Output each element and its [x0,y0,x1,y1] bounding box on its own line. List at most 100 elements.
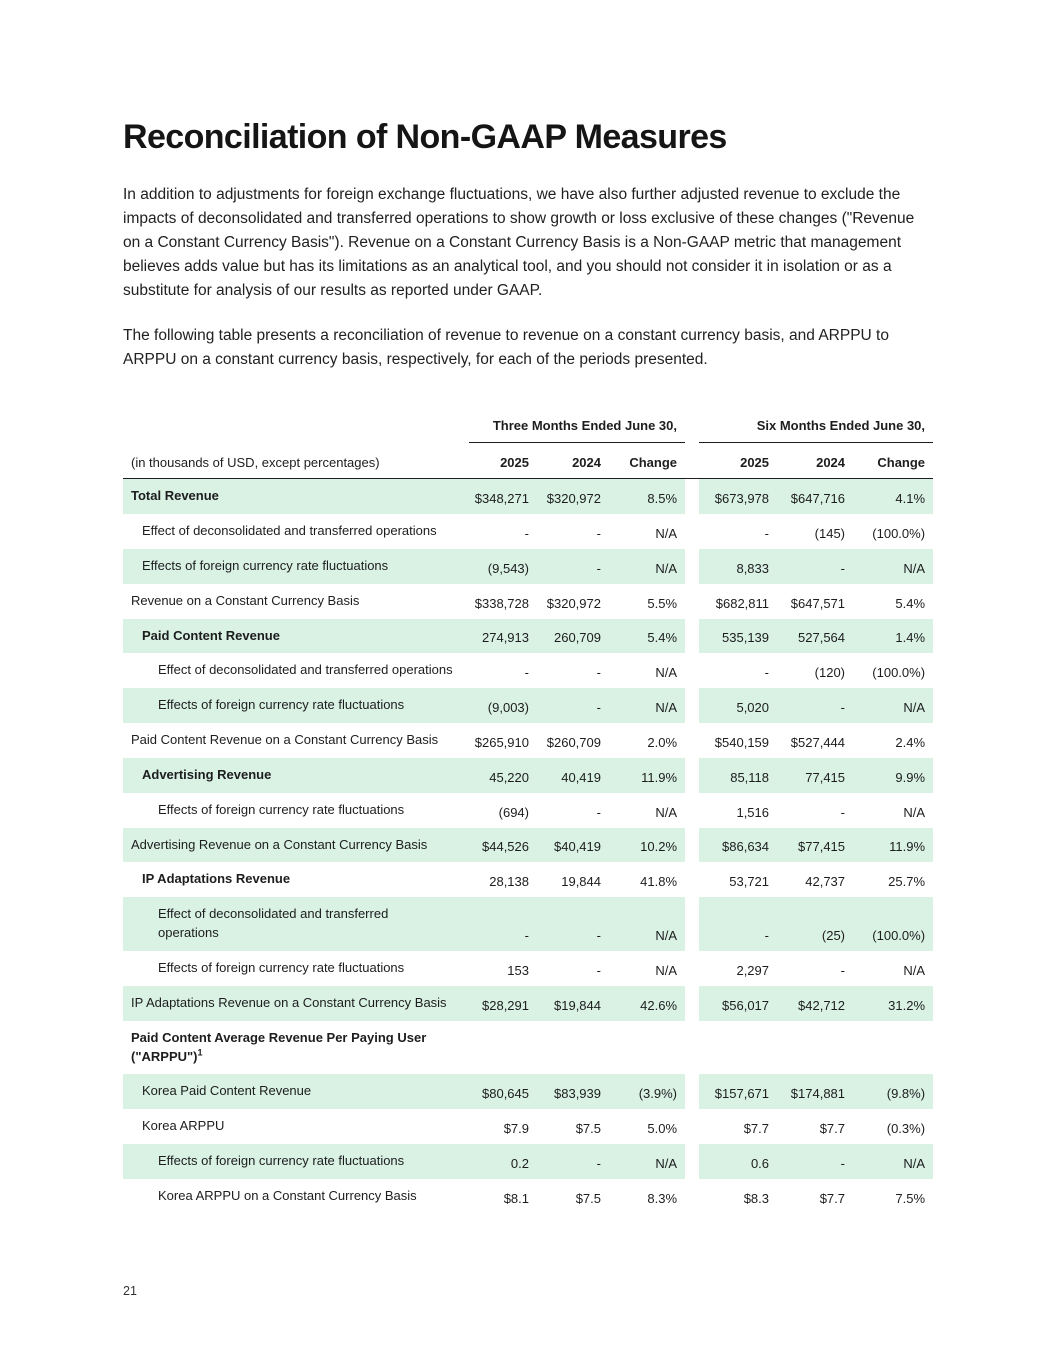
table-row: Korea ARPPU $7.9 $7.5 5.0% $7.7 $7.7 (0.3%) [123,1109,933,1145]
value-cell: N/A [655,560,678,576]
value-cell: N/A [903,560,926,576]
value-cell: 31.2% [888,997,926,1013]
group-gap [685,792,700,828]
value-cell: - [596,804,601,820]
group-gap [685,1178,700,1214]
value-cell [469,1021,537,1075]
group-gap [685,827,700,863]
value-cell: 5.0% [647,1121,678,1137]
value-cell: (0.3%) [886,1121,926,1137]
value-cell: 5.4% [647,630,678,646]
value-cell: 42.6% [640,997,678,1013]
value-cell: N/A [903,700,926,716]
value-cell: 7.5% [895,1190,926,1206]
table-body: Total Revenue $348,271 $320,972 8.5% $673,97… [123,478,934,1214]
value-cell [609,1021,685,1075]
value-cell: 1.4% [895,630,926,646]
group-gap [685,723,700,758]
value-cell: (9,543) [487,560,529,576]
group-header-three-months: Three Months Ended June 30, [469,418,686,444]
table-row: Korea Paid Content Revenue $80,645 $83,939… [123,1074,934,1110]
table-row: Effect of deconsolidated and transferred… [123,514,933,549]
value-cell: (145) [814,525,846,541]
group-gap [685,418,700,443]
page-number: 21 [123,1284,137,1298]
value-cell: $320,972 [546,491,601,507]
value-cell: N/A [903,804,926,820]
row-label: Korea Paid Content Revenue [142,1083,312,1099]
value-cell: - [524,525,529,541]
row-label: IP Adaptations Revenue on a Constant Cur… [131,994,447,1010]
value-cell: $44,526 [482,839,529,855]
value-cell: $7.9 [503,1121,529,1137]
row-label: Paid Content Revenue [142,627,280,643]
table-row: Effects of foreign currency rate fluctua… [123,792,933,828]
value-cell: - [596,700,601,716]
group-gap [685,1074,700,1110]
value-cell: N/A [655,962,678,978]
value-cell: 25.7% [888,874,926,890]
value-cell: - [764,665,770,681]
group-gap [685,1144,700,1179]
col-header-change-three-months: Change [609,442,686,480]
value-cell: 8.5% [647,491,678,507]
table-row: Paid Content Revenue on a Constant Curre… [123,723,933,758]
row-label: Effects of foreign currency rate fluctua… [142,557,389,573]
value-cell: $19,844 [554,997,601,1013]
value-cell: 77,415 [805,769,846,785]
group-gap [685,862,700,898]
value-cell: 8.3% [647,1190,678,1206]
value-cell: $174,881 [790,1086,846,1102]
value-cell: - [596,928,601,944]
value-cell: $28,291 [482,997,529,1013]
value-cell: $260,709 [546,734,601,750]
value-cell: $42,712 [798,997,846,1013]
value-cell: 9.9% [895,769,926,785]
value-cell: $527,444 [790,734,846,750]
value-cell: 2,297 [736,962,770,978]
value-cell: $86,634 [722,839,770,855]
value-cell: 0.6 [750,1155,770,1171]
row-label: Effect of deconsolidated and transferred… [158,662,453,678]
value-cell: 5,020 [736,700,770,716]
value-cell: 2.4% [895,734,926,750]
row-label: Advertising Revenue [142,766,272,782]
table-row: IP Adaptations Revenue on a Constant Cur… [123,985,934,1021]
value-cell: - [524,665,529,681]
value-cell: $7.7 [743,1121,770,1137]
value-cell: 41.8% [640,874,678,890]
value-cell [537,1021,609,1075]
value-cell: 153 [507,962,529,978]
table-row: Effects of foreign currency rate fluctua… [123,548,934,584]
value-cell: - [596,1155,601,1171]
intro-paragraph: In addition to adjustments for foreign e… [123,186,915,300]
group-gap [685,688,700,724]
value-cell: 5.4% [895,595,926,611]
value-cell: N/A [655,1155,678,1171]
value-cell: $40,419 [554,839,601,855]
value-cell: - [596,665,601,681]
column-header-row: (in thousands of USD, except percentages… [123,442,934,480]
col-header-2025-six-months: 2025 [699,442,778,480]
value-cell: $8.3 [743,1190,770,1206]
table-row: Advertising Revenue 45,220 40,419 11.9% 85,1… [123,757,934,793]
value-cell: - [764,525,770,541]
value-cell: (100.0%) [872,928,926,944]
document-page: Reconciliation of Non-GAAP Measures In a… [123,118,934,1298]
col-header-change-six-months: Change [853,442,934,480]
value-cell: (9,003) [487,700,529,716]
value-cell: 2.0% [647,734,678,750]
value-cell: (120) [814,665,846,681]
table-row: Total Revenue $348,271 $320,972 8.5% $673,97… [123,478,934,515]
group-gap [685,1109,700,1145]
row-label: Advertising Revenue on a Constant Curren… [131,836,428,852]
value-cell: (25) [821,928,846,944]
table-row: Effects of foreign currency rate fluctua… [123,1144,934,1179]
col-header-2025-three-months: 2025 [469,442,537,480]
group-header-row: Three Months Ended June 30, Six Months E… [123,418,934,444]
value-cell: $83,939 [554,1086,601,1102]
value-cell: (3.9%) [638,1086,678,1102]
table-row: Advertising Revenue on a Constant Curren… [123,827,934,863]
row-label: Korea ARPPU on a Constant Currency Basis [158,1187,417,1203]
row-label: Effects of foreign currency rate fluctua… [158,801,405,817]
